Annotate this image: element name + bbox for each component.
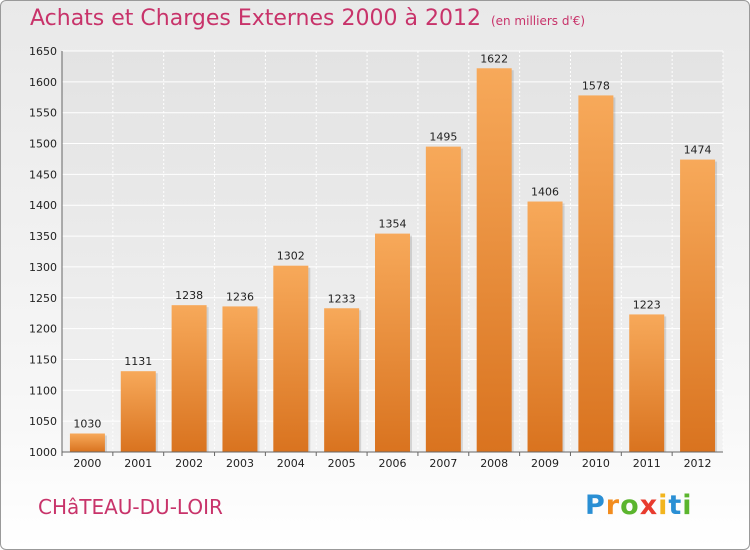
bar (324, 308, 360, 452)
x-tick-label: 2009 (531, 457, 559, 470)
y-tick-label: 1400 (29, 199, 57, 212)
y-tick-label: 1150 (29, 353, 57, 366)
logo-letter: x (639, 490, 659, 521)
data-label: 1233 (328, 292, 356, 305)
y-tick-label: 1450 (29, 168, 57, 181)
bar (425, 146, 461, 452)
bars (69, 68, 718, 453)
x-tick-label: 2003 (226, 457, 254, 470)
chart-title-unit: (en milliers d'€) (490, 14, 586, 28)
y-tick-label: 1350 (29, 230, 57, 243)
bar (527, 201, 563, 452)
bar (273, 265, 309, 452)
x-tick-label: 2002 (175, 457, 203, 470)
data-label: 1030 (73, 417, 101, 430)
data-label: 1236 (226, 290, 254, 303)
y-tick-label: 1200 (29, 323, 57, 336)
x-tick-label: 2012 (684, 457, 712, 470)
y-tick-label: 1500 (29, 138, 57, 151)
y-tick-label: 1250 (29, 292, 57, 305)
data-label: 1622 (480, 52, 508, 65)
x-tick-label: 2000 (73, 457, 101, 470)
y-axis: 1000 1050 1100 1150 1200 1250 1300 1350 1400 1450… (29, 45, 63, 459)
logo-letter: P (585, 490, 606, 521)
bar (476, 68, 512, 452)
x-tick-label: 2006 (379, 457, 407, 470)
x-tick-label: 2007 (429, 457, 457, 470)
bar (629, 314, 665, 452)
logo-letter: i (682, 490, 693, 521)
y-tick-label: 1000 (29, 446, 57, 459)
logo-letter: i (658, 490, 669, 521)
data-label: 1131 (124, 355, 152, 368)
y-tick-label: 1300 (29, 261, 57, 274)
y-tick-label: 1100 (29, 384, 57, 397)
chart-title-text: Achats et Charges Externes 2000 à 2012 (30, 6, 481, 31)
data-label: 1474 (684, 144, 712, 157)
commune-name: CHâTEAU-DU-LOIR (38, 495, 223, 519)
x-tick-label: 2008 (480, 457, 508, 470)
bar (375, 233, 410, 452)
x-tick-label: 2005 (328, 457, 356, 470)
data-label: 1495 (429, 131, 457, 144)
data-label: 1406 (531, 186, 559, 199)
data-label: 1578 (582, 79, 610, 92)
x-tick-label: 2010 (582, 457, 610, 470)
y-tick-label: 1600 (29, 76, 57, 89)
bar (578, 95, 614, 453)
chart-title: Achats et Charges Externes 2000 à 2012 (e… (30, 6, 585, 31)
logo-letter: o (620, 490, 640, 521)
y-tick-label: 1650 (29, 45, 57, 58)
y-tick-label: 1550 (29, 107, 57, 120)
data-labels: 1030 1131 1238 1236 1302 1233 1354 1495 1622 1406… (73, 52, 711, 430)
x-axis: 2000 2001 2002 2003 2004 2005 2006 2007 2008 2009… (61, 451, 723, 470)
bar (120, 371, 156, 452)
bar (171, 305, 207, 452)
proxiti-logo: Proxiti (585, 490, 693, 521)
bar (680, 159, 716, 452)
data-label: 1238 (175, 289, 203, 302)
x-tick-label: 2004 (277, 457, 305, 470)
x-tick-label: 2001 (124, 457, 152, 470)
x-tick-label: 2011 (633, 457, 661, 470)
data-label: 1354 (379, 218, 407, 231)
logo-letter: t (668, 490, 683, 521)
data-label: 1302 (277, 250, 305, 263)
y-tick-label: 1050 (29, 415, 57, 428)
bar (69, 433, 105, 452)
bar (222, 306, 258, 452)
data-label: 1223 (633, 298, 661, 311)
logo-letter: r (605, 490, 621, 521)
